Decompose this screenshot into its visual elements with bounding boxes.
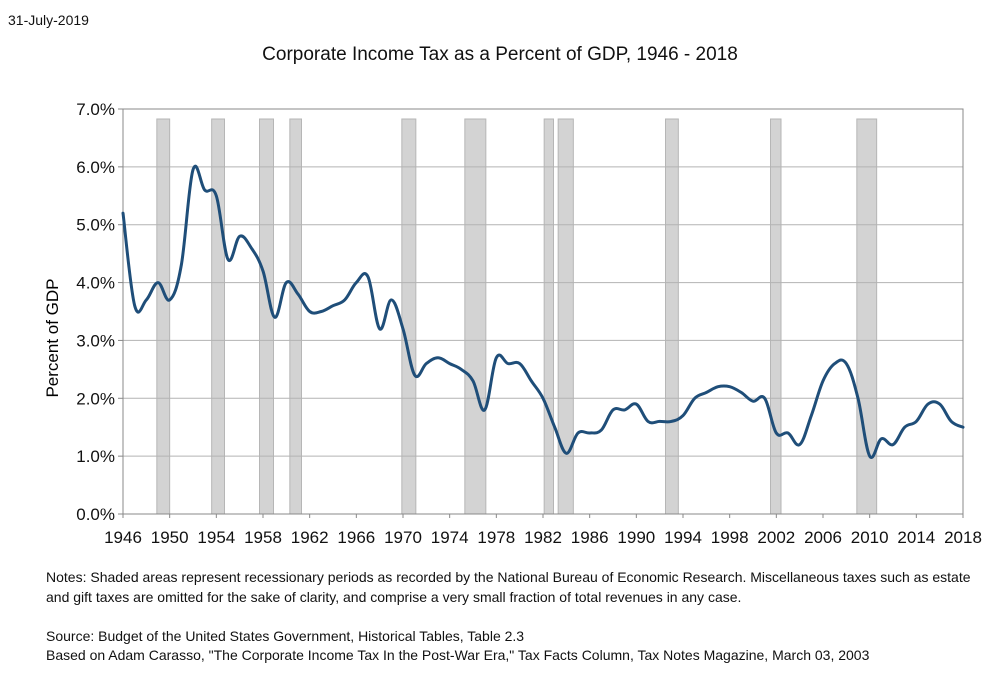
recession-band-7 — [543, 118, 555, 515]
x-tick-label: 1974 — [431, 528, 469, 547]
x-tick-label: 1990 — [617, 528, 655, 547]
y-tick-label: 0.0% — [76, 505, 115, 524]
date-label: 31-July-2019 — [8, 12, 89, 28]
gridlines — [118, 108, 963, 515]
x-tick-label: 1966 — [337, 528, 375, 547]
x-tick-label: 1946 — [104, 528, 142, 547]
recession-band-4 — [289, 118, 303, 515]
recession-bands — [156, 118, 878, 515]
recession-band-8 — [557, 118, 574, 515]
x-tick-label: 2002 — [757, 528, 795, 547]
x-tick-label: 1958 — [244, 528, 282, 547]
recession-band-3 — [259, 118, 274, 515]
x-tick-label: 1950 — [151, 528, 189, 547]
y-axis-label: Percent of GDP — [43, 278, 62, 397]
y-tick-label: 7.0% — [76, 100, 115, 119]
x-tick-label: 1970 — [384, 528, 422, 547]
y-tick-label: 6.0% — [76, 158, 115, 177]
recession-band-5 — [401, 118, 417, 515]
x-tick-label: 1982 — [524, 528, 562, 547]
x-tick-label: 2010 — [851, 528, 889, 547]
source-line-2: Based on Adam Carasso, "The Corporate In… — [46, 647, 870, 663]
x-tick-label: 2006 — [804, 528, 842, 547]
recession-band-2 — [211, 118, 226, 515]
recession-band-1 — [156, 118, 171, 515]
x-tick-label: 1986 — [571, 528, 609, 547]
recession-band-6 — [464, 118, 487, 515]
x-tick-label: 1954 — [197, 528, 235, 547]
y-tick-label: 3.0% — [76, 331, 115, 350]
y-tick-label: 5.0% — [76, 216, 115, 235]
y-tick-label: 1.0% — [76, 447, 115, 466]
y-axis-ticks: 0.0% 1.0% 2.0% 3.0% 4.0% 5.0% 6.0% 7.0% — [76, 100, 115, 524]
x-tick-label: 2018 — [944, 528, 982, 547]
source-text: Source: Budget of the United States Gove… — [46, 627, 986, 665]
plot-frame — [122, 108, 964, 515]
recession-band-9 — [665, 118, 679, 515]
x-tick-label: 1998 — [711, 528, 749, 547]
notes-text: Notes: Shaded areas represent recessiona… — [46, 569, 971, 605]
source-line-1: Source: Budget of the United States Gove… — [46, 628, 525, 644]
x-tick-label: 1978 — [477, 528, 515, 547]
series-line-1 — [121, 165, 965, 460]
x-tick-label: 1994 — [664, 528, 702, 547]
x-tick-label: 2014 — [897, 528, 935, 547]
chart-title: Corporate Income Tax as a Percent of GDP… — [262, 44, 738, 65]
x-axis-ticks: 1946 1950 1954 1958 1962 1966 1970 1974 1978 1982… — [104, 514, 982, 547]
y-tick-label: 2.0% — [76, 389, 115, 408]
x-tick-label: 1962 — [291, 528, 329, 547]
y-tick-label: 4.0% — [76, 274, 115, 293]
recession-band-10 — [770, 118, 782, 515]
data-series — [121, 165, 965, 460]
